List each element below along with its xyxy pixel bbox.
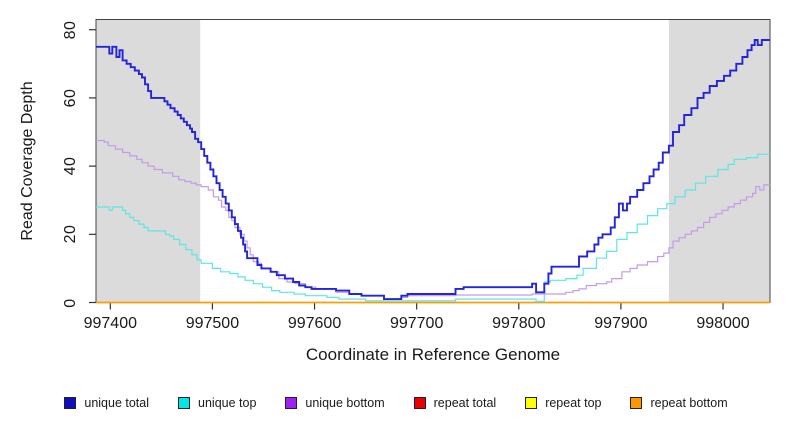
- y-tick-label: 20: [62, 224, 79, 244]
- shaded-region: [96, 19, 201, 303]
- legend-item: unique top: [178, 396, 256, 410]
- series-unique-bottom: [96, 139, 770, 300]
- legend-item-label: repeat total: [433, 396, 497, 410]
- y-tick-label: 40: [62, 156, 79, 176]
- legend-item: unique total: [64, 396, 149, 410]
- y-axis-title: Read Coverage Depth: [19, 81, 36, 241]
- legend-item-label: unique top: [198, 396, 257, 410]
- y-tick-label: 80: [62, 20, 79, 40]
- x-tick-label: 997600: [287, 315, 342, 332]
- legend-item-label: unique total: [84, 396, 150, 410]
- x-tick-label: 997900: [594, 315, 648, 332]
- x-tick-label: 997700: [389, 315, 444, 332]
- legend-item-label: repeat bottom: [650, 396, 728, 410]
- legend-item: repeat bottom: [630, 396, 728, 410]
- x-tick-label: 998000: [696, 315, 750, 332]
- legend-swatch-icon: [64, 397, 77, 409]
- legend-item-label: unique bottom: [305, 396, 385, 410]
- legend-swatch-icon: [285, 397, 298, 409]
- series-unique-top: [96, 153, 770, 303]
- legend-swatch-icon: [178, 397, 191, 409]
- legend-swatch-icon: [525, 397, 538, 409]
- x-tick-label: 997500: [185, 315, 240, 332]
- shaded-region: [668, 19, 770, 303]
- legend-item: repeat total: [413, 396, 497, 410]
- chart-legend: unique total unique top unique bottom repea…: [0, 396, 792, 410]
- y-tick-label: 60: [62, 88, 79, 108]
- legend-item-label: repeat top: [545, 396, 602, 410]
- x-tick-label: 997800: [492, 315, 546, 332]
- x-tick-label: 997400: [83, 315, 137, 332]
- x-axis-title: Coordinate in Reference Genome: [305, 345, 561, 364]
- legend-swatch-icon: [630, 397, 643, 409]
- legend-item: unique bottom: [285, 396, 385, 410]
- series-unique-total: [96, 39, 770, 301]
- legend-item: repeat top: [525, 396, 601, 410]
- legend-swatch-icon: [413, 397, 426, 409]
